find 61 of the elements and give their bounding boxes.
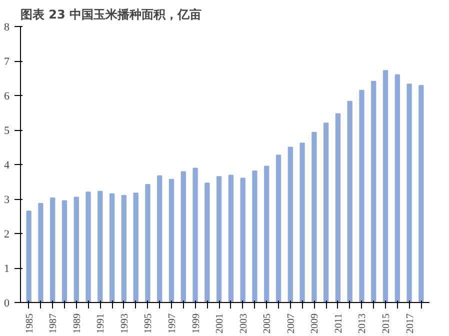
bar [382, 70, 388, 302]
chart-title: 图表 23 中国玉米播种面积，亿亩 [20, 8, 202, 22]
y-tick-label: 3 [4, 194, 10, 206]
x-tick-label: 2013 [357, 314, 368, 334]
bar [312, 132, 317, 302]
y-tick-label: 1 [4, 263, 10, 275]
x-tick-label: 2007 [286, 314, 297, 334]
bar [359, 90, 364, 302]
bar [180, 171, 186, 302]
y-tick-label: 6 [4, 90, 10, 102]
x-tick-label: 1989 [72, 314, 83, 334]
bar [145, 184, 150, 302]
x-tick-label: 2011 [333, 313, 344, 334]
x-tick-label: 2001 [214, 314, 226, 334]
bar [98, 190, 103, 302]
bar [109, 193, 115, 302]
bar [406, 84, 412, 302]
y-tick-label: 2 [4, 228, 10, 240]
bar [62, 200, 68, 302]
x-tick-label: 2009 [310, 314, 321, 334]
bar [418, 84, 424, 302]
bar [26, 210, 32, 302]
x-tick-label: 1987 [48, 314, 60, 334]
x-tick-label: 2015 [381, 314, 392, 334]
x-tick-label: 1985 [24, 314, 36, 334]
bar [347, 100, 352, 302]
x-tick-label: 2005 [262, 314, 274, 334]
y-tick-label: 8 [4, 22, 10, 34]
x-tick-label: 1995 [143, 314, 154, 334]
bar [252, 170, 258, 302]
y-tick-label: 5 [4, 125, 10, 137]
bar [86, 192, 91, 302]
bar [276, 154, 282, 302]
bar [228, 174, 234, 302]
bar [335, 113, 341, 302]
bar [50, 197, 56, 302]
bar [240, 178, 246, 302]
bar [204, 182, 210, 302]
y-tick-label: 7 [4, 56, 10, 68]
bar [133, 192, 138, 302]
bar [323, 122, 329, 302]
bar [74, 196, 79, 302]
x-tick-label: 2003 [238, 314, 250, 334]
x-tick-label: 1991 [96, 314, 107, 334]
bar [264, 166, 270, 302]
x-tick-label: 1999 [190, 314, 202, 334]
x-tick-label: 1993 [119, 314, 130, 334]
x-tick-label: 1997 [166, 314, 178, 334]
bar [38, 202, 44, 302]
y-tick-label: 4 [4, 160, 10, 172]
bar [300, 142, 305, 302]
bar [394, 74, 400, 302]
bar [288, 146, 293, 302]
y-tick-label: 0 [4, 298, 10, 310]
bar [121, 195, 127, 302]
bar [192, 168, 198, 302]
x-tick-label: 2017 [404, 314, 416, 334]
bar [216, 176, 222, 302]
bar [157, 175, 162, 302]
bar [371, 80, 376, 302]
bar [168, 178, 174, 302]
